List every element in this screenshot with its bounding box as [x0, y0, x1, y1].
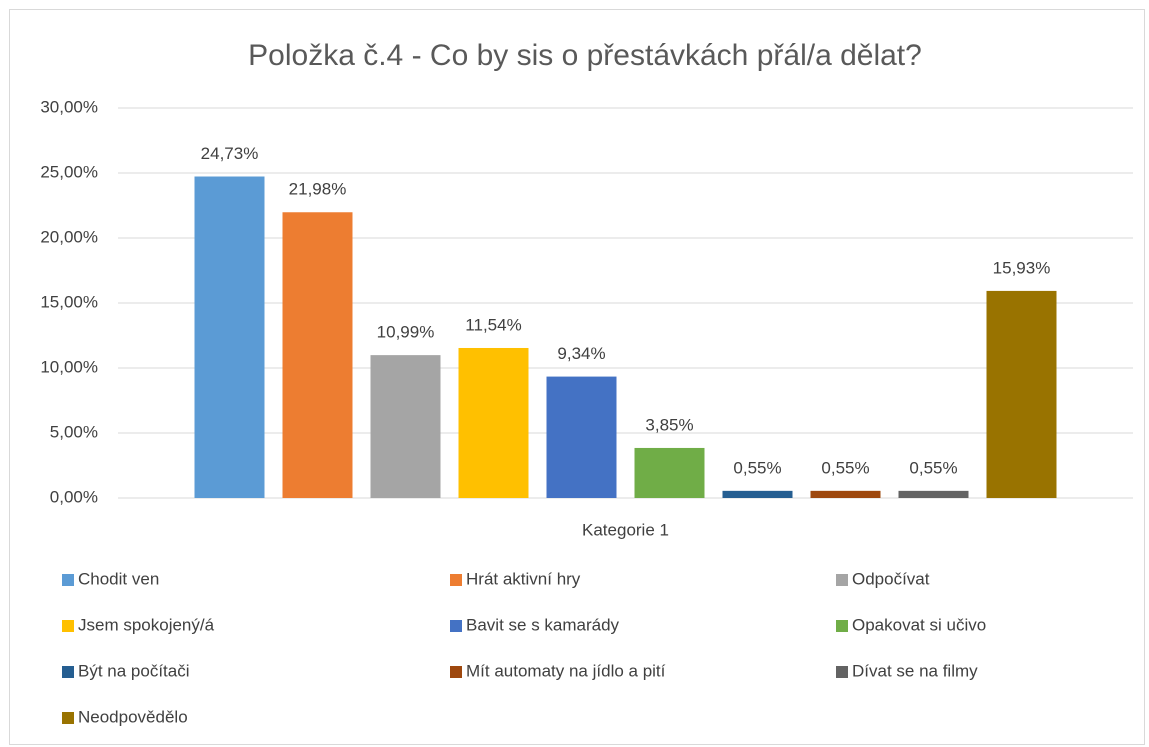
legend-swatch	[836, 574, 848, 586]
y-tick-label: 0,00%	[50, 487, 98, 506]
legend-swatch	[62, 574, 74, 586]
y-tick-label: 10,00%	[40, 357, 98, 376]
legend-swatch	[62, 666, 74, 678]
legend-label: Bavit se s kamarády	[466, 615, 620, 634]
legend-swatch	[836, 620, 848, 632]
bar	[722, 490, 793, 498]
legend-label: Mít automaty na jídlo a pití	[466, 661, 666, 680]
legend-label: Hrát aktivní hry	[466, 569, 581, 588]
bar	[986, 290, 1057, 498]
legend-label: Dívat se na filmy	[852, 661, 978, 680]
legend-label: Opakovat si učivo	[852, 615, 986, 634]
bar	[370, 355, 441, 498]
bar	[898, 490, 969, 498]
value-label: 0,55%	[821, 458, 869, 477]
value-label: 10,99%	[377, 323, 435, 342]
value-label: 0,55%	[909, 458, 957, 477]
legend-swatch	[836, 666, 848, 678]
y-tick-label: 15,00%	[40, 292, 98, 311]
value-label: 21,98%	[289, 180, 347, 199]
legend-label: Jsem spokojený/á	[78, 615, 215, 634]
y-tick-label: 30,00%	[40, 97, 98, 116]
legend-label: Odpočívat	[852, 569, 930, 588]
bar	[546, 376, 617, 498]
y-tick-label: 5,00%	[50, 422, 98, 441]
legend-swatch	[62, 712, 74, 724]
bar	[458, 347, 529, 498]
bar	[634, 447, 705, 498]
x-tick-label: Kategorie 1	[582, 520, 669, 539]
y-tick-label: 25,00%	[40, 162, 98, 181]
bar	[282, 212, 353, 498]
legend-swatch	[62, 620, 74, 632]
value-label: 3,85%	[645, 415, 693, 434]
bar	[810, 490, 881, 498]
bar	[194, 176, 265, 498]
legend-swatch	[450, 666, 462, 678]
chart-title: Položka č.4 - Co by sis o přestávkách př…	[248, 39, 922, 72]
y-tick-label: 20,00%	[40, 227, 98, 246]
legend-label: Neodpovědělo	[78, 707, 188, 726]
legend-swatch	[450, 574, 462, 586]
value-label: 15,93%	[993, 258, 1051, 277]
value-label: 9,34%	[557, 344, 605, 363]
legend-label: Chodit ven	[78, 569, 159, 588]
legend-label: Být na počítači	[78, 661, 190, 680]
legend-swatch	[450, 620, 462, 632]
value-label: 24,73%	[201, 144, 259, 163]
value-label: 11,54%	[465, 315, 521, 334]
value-label: 0,55%	[733, 458, 781, 477]
